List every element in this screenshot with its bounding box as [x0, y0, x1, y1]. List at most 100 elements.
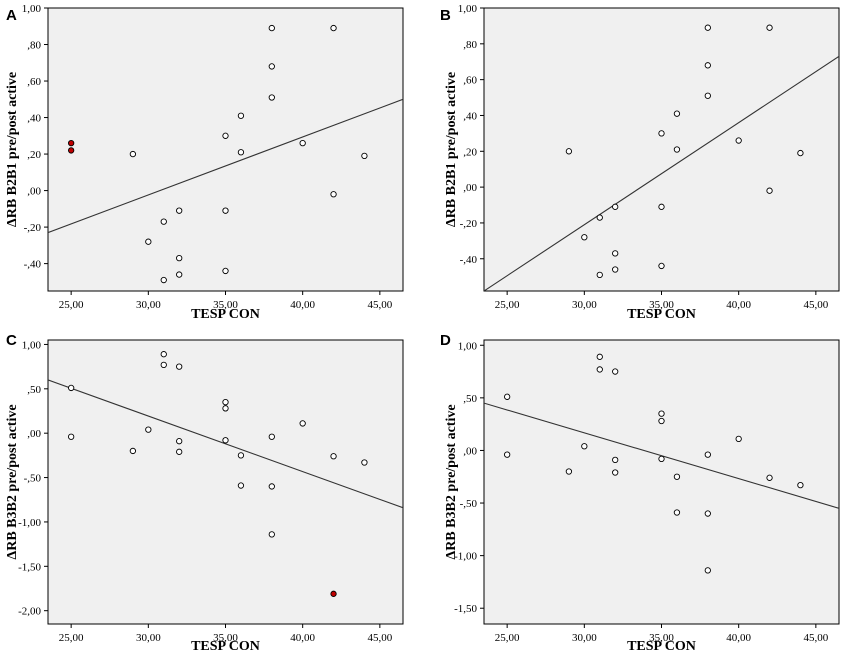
data-point: [504, 393, 511, 400]
data-point: [581, 234, 588, 241]
y-tick-label: -1,00: [18, 517, 41, 529]
y-tick-label: ,00: [27, 428, 41, 440]
data-point: [596, 366, 603, 373]
data-point: [222, 267, 229, 275]
y-tick-label: -,50: [24, 473, 42, 485]
data-point: [658, 203, 665, 210]
x-tick-label: 25,00: [59, 632, 84, 644]
plot-area: [483, 7, 840, 292]
data-point: [704, 510, 711, 517]
x-tick-label: 45,00: [367, 299, 392, 311]
data-point: [596, 271, 603, 279]
y-tick-label: ,00: [463, 445, 477, 457]
plot-area: [47, 339, 404, 625]
y-tick-label: -1,00: [454, 551, 477, 563]
data-point: [222, 398, 229, 406]
data-point: [176, 254, 183, 262]
x-axis-title: TESP CON: [627, 307, 696, 322]
x-axis-title: TESP CON: [191, 307, 260, 322]
data-point: [145, 238, 152, 245]
data-point: [673, 473, 681, 480]
y-tick-label: -,40: [24, 259, 42, 271]
x-tick-label: 30,00: [136, 299, 161, 311]
x-tick-label: 30,00: [572, 632, 597, 644]
data-point: [766, 24, 773, 31]
panel-label: A: [6, 7, 17, 24]
y-tick-label: ,80: [463, 39, 477, 51]
data-point: [299, 139, 306, 147]
data-point: [596, 353, 603, 360]
y-tick-label: ,60: [463, 75, 477, 87]
data-point: [330, 453, 337, 460]
data-point: [330, 191, 337, 198]
y-axis-title: ΔRB B2B1 pre/post active: [444, 72, 459, 227]
data-point: [612, 266, 619, 273]
data-point: [237, 112, 245, 119]
panel-label: C: [6, 332, 17, 349]
data-point: [612, 250, 619, 257]
data-point: [268, 433, 275, 440]
data-point: [658, 262, 665, 270]
data-point: [704, 62, 711, 69]
data-point: [268, 24, 275, 32]
data-point: [160, 361, 167, 368]
y-tick-label: -,20: [24, 222, 42, 234]
data-point: [735, 137, 742, 144]
data-point: [176, 271, 183, 278]
data-point: [612, 203, 619, 210]
y-tick-label: -2,00: [18, 606, 41, 618]
data-point: [222, 405, 229, 412]
x-tick-label: 25,00: [495, 632, 520, 644]
data-point: [176, 448, 183, 455]
y-tick-label: ,20: [463, 146, 477, 158]
data-point: [658, 410, 665, 417]
data-point: [268, 483, 275, 490]
data-point: [330, 24, 337, 32]
data-point: [612, 456, 619, 464]
x-tick-label: 40,00: [290, 632, 315, 644]
data-point: [673, 509, 681, 516]
fit-line: [48, 379, 403, 509]
x-tick-label: 45,00: [803, 632, 828, 644]
data-point: [361, 152, 368, 160]
x-tick-label: 45,00: [367, 632, 392, 644]
x-tick-label: 35,00: [649, 632, 674, 644]
x-tick-label: 45,00: [803, 299, 828, 311]
y-tick-label: 1,00: [458, 3, 478, 15]
data-point: [612, 368, 619, 375]
data-point: [596, 214, 603, 221]
x-tick-label: 35,00: [213, 632, 238, 644]
data-point: [145, 426, 152, 433]
chart-panel-b: -,40 -,20 ,00 ,20 ,40 ,60 ,80 1,00 25,00 30,00 35,…: [440, 3, 840, 322]
data-point: [268, 531, 275, 538]
y-tick-label: -,50: [460, 498, 478, 510]
data-point: [268, 63, 275, 70]
data-point: [704, 92, 711, 99]
y-tick-label: 1,00: [22, 339, 42, 351]
data-point: [766, 474, 773, 481]
chart-panel-a: -,40 -,20 ,00 ,20 ,40 ,60 ,80 1,00 25,00 30,00 35,…: [5, 3, 404, 322]
data-point: [237, 452, 245, 459]
y-tick-label: 1,00: [22, 3, 42, 15]
data-point: [237, 149, 245, 156]
data-point: [222, 132, 229, 139]
x-tick-label: 30,00: [572, 299, 597, 311]
data-point: [160, 218, 167, 225]
highlighted-data-point: [68, 139, 75, 147]
data-point: [704, 451, 711, 458]
data-point: [160, 276, 167, 284]
fit-line: [484, 402, 839, 509]
y-tick-label: ,60: [27, 76, 41, 88]
data-point: [766, 187, 773, 194]
y-tick-label: -,40: [460, 254, 478, 266]
y-tick-label: ,40: [27, 113, 41, 125]
highlighted-data-point: [330, 590, 337, 597]
data-point: [673, 110, 681, 117]
data-point: [565, 148, 573, 155]
y-tick-label: -1,50: [454, 603, 477, 615]
y-tick-label: ,50: [463, 393, 477, 405]
y-tick-label: 1,00: [458, 340, 478, 352]
data-point: [658, 130, 665, 137]
y-tick-label: -,20: [460, 218, 478, 230]
